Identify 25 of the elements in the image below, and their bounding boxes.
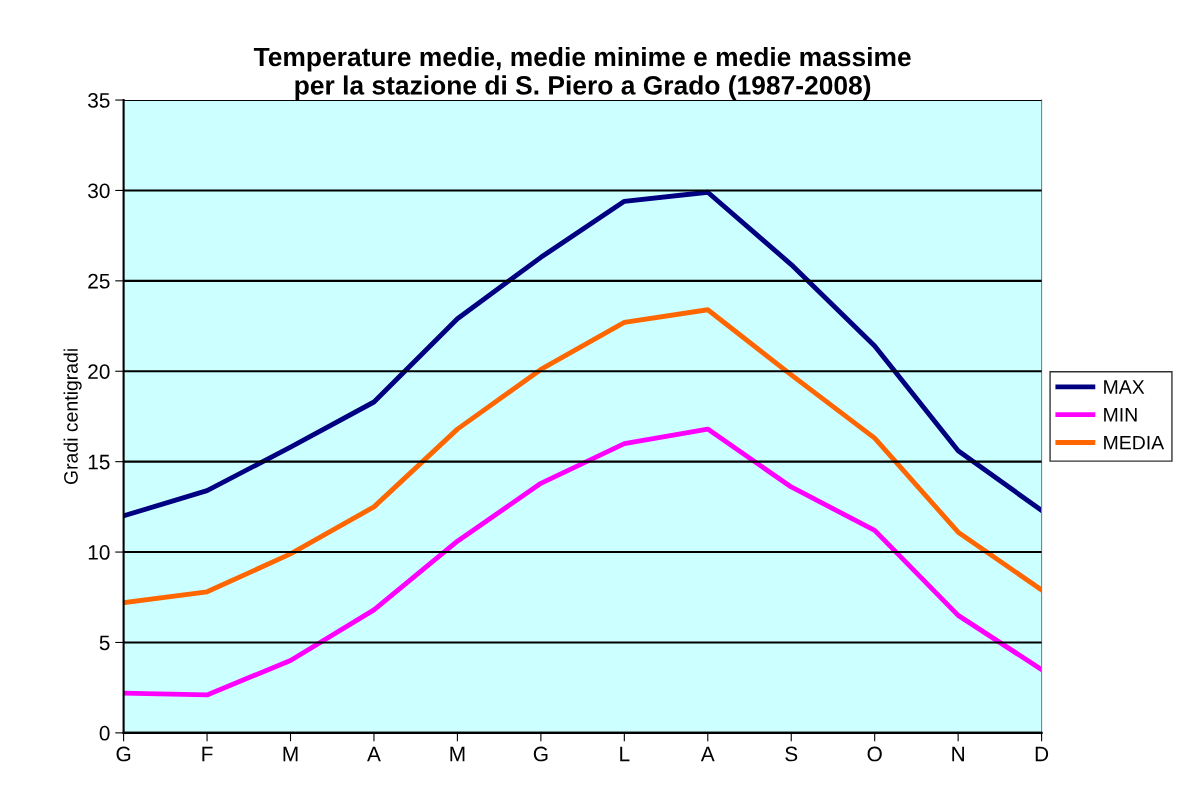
legend-label: MIN — [1104, 408, 1137, 422]
y-tick-label: 15 — [88, 454, 110, 470]
x-tick-label: F — [202, 746, 213, 762]
y-tick-label: 5 — [99, 635, 110, 651]
x-tick-label: O — [867, 746, 882, 762]
x-tick-label: G — [533, 746, 548, 762]
x-tick-label: L — [620, 746, 630, 762]
y-tick-label: 25 — [88, 273, 110, 289]
x-tick-label: M — [283, 746, 298, 762]
x-tick-label: N — [952, 746, 964, 762]
x-tick-label: M — [450, 746, 465, 762]
y-tick-label: 10 — [88, 545, 110, 560]
x-tick-label: S — [785, 746, 798, 762]
x-tick-label: D — [1035, 746, 1049, 762]
y-axis-title: Gradi centigradi — [63, 349, 82, 485]
legend-label: MAX — [1104, 380, 1145, 394]
y-tick-label: 0 — [99, 725, 110, 741]
y-tick-label: 20 — [88, 364, 110, 380]
legend-label: MEDIA — [1104, 435, 1165, 450]
x-tick-label: G — [116, 746, 131, 762]
y-tick-label: 30 — [88, 183, 110, 199]
chart-title: Temperature medie, medie minime e medie massime per la stazione di S. Piero a Grado (1987-2008) — [253, 46, 911, 100]
y-tick-label: 35 — [88, 93, 110, 108]
x-tick-label: A — [700, 746, 715, 762]
x-tick-label: A — [367, 746, 381, 762]
